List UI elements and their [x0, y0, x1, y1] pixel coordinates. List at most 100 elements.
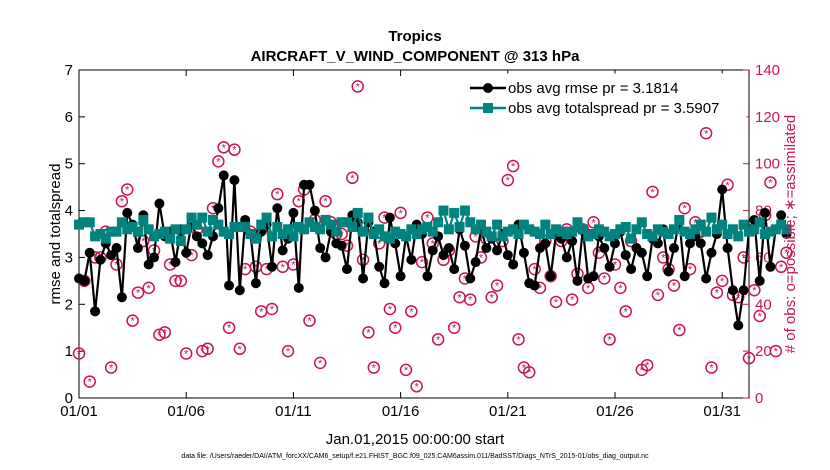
totalspread-point: [122, 224, 133, 235]
totalspread-point: [191, 219, 202, 230]
obs-possible-marker: [598, 272, 611, 285]
obs-possible-marker: [501, 173, 515, 187]
obs-possible-marker: [83, 375, 96, 388]
obs-count-point: *: [356, 253, 370, 267]
obs-possible-marker: [201, 342, 214, 356]
obs-assimilated-marker: *: [254, 262, 259, 274]
obs-assimilated-marker: *: [77, 348, 82, 360]
obs-possible-marker: [367, 361, 381, 374]
totalspread-point: [433, 217, 444, 228]
totalspread-point: [95, 229, 106, 239]
totalspread-point: [588, 229, 599, 239]
obs-assimilated-marker: *: [677, 325, 682, 337]
obs-count-point: *: [142, 281, 155, 295]
totalspread-point: [154, 229, 165, 239]
rmse-point: [395, 271, 406, 282]
obs-possible-marker: [281, 344, 295, 358]
obs-assimilated-marker: *: [709, 363, 714, 375]
data-marks: * * * * * * * * * * * * * * * * * * * * * * * * * * * * * * * * * * * * * * * *…: [72, 80, 793, 393]
totalspread-point: [175, 236, 186, 247]
obs-assimilated-marker: *: [527, 367, 532, 379]
obs-assimilated-marker: *: [613, 259, 618, 271]
rmse-point: [234, 285, 245, 296]
obs-assimilated-marker: *: [752, 285, 757, 297]
x-tick-label: 01/01: [60, 403, 98, 420]
totalspread-point: [610, 229, 620, 239]
totalspread-point: [486, 231, 497, 242]
obs-count-point: *: [126, 314, 139, 328]
obs-assimilated-marker: *: [291, 259, 296, 271]
rmse-point: [465, 273, 476, 284]
obs-count-point: *: [431, 333, 445, 346]
obs-count-point: *: [651, 288, 665, 302]
obs-count-point: *: [598, 272, 611, 286]
obs-possible-marker: [528, 262, 541, 276]
obs-assimilated-marker: *: [243, 264, 248, 276]
obs-possible-marker: [651, 288, 665, 302]
rmse-point: [760, 207, 771, 218]
rmse-point: [706, 247, 717, 258]
obs-assimilated-marker: *: [516, 334, 521, 346]
obs-count-point: *: [265, 302, 279, 316]
obs-count-point: *: [351, 80, 364, 93]
totalspread-point: [529, 226, 540, 237]
rmse-point: [266, 261, 277, 272]
obs-assimilated-marker: *: [232, 145, 237, 157]
rmse-point: [727, 285, 738, 296]
obs-count-point: *: [780, 246, 793, 260]
obs-assimilated-marker: *: [624, 306, 629, 318]
obs-possible-marker: [431, 333, 445, 346]
obs-count-point: *: [174, 274, 188, 288]
totalspread-point: [470, 224, 481, 235]
obs-possible-marker: [287, 258, 300, 271]
obs-possible-marker: [212, 155, 225, 168]
y-tick-label: 7: [65, 62, 73, 79]
totalspread-point: [331, 226, 342, 237]
rmse-point: [540, 238, 551, 249]
obs-possible-marker: [104, 361, 118, 374]
obs-assimilated-marker: *: [130, 316, 135, 328]
obs-assimilated-marker: *: [479, 252, 484, 264]
rmse-point: [663, 266, 674, 277]
rmse-point: [342, 264, 352, 275]
totalspread-point: [679, 226, 690, 237]
y-tick-label: 3: [65, 249, 73, 266]
rmse-point: [79, 275, 90, 286]
totalspread-point: [417, 224, 428, 235]
totalspread-point: [438, 205, 449, 216]
obs-possible-marker: [351, 80, 364, 93]
legend: obs avg rmse pr = 3.1814 obs avg totalsp…: [463, 73, 747, 121]
rmse-point: [122, 207, 133, 218]
obs-assimilated-marker: *: [404, 365, 409, 377]
totalspread-point: [717, 219, 728, 230]
obs-count-point: *: [640, 358, 654, 372]
totalspread-point: [508, 224, 519, 235]
obs-possible-marker: [656, 251, 670, 264]
totalspread-point: [84, 217, 95, 228]
x-axis-label: Jan.01,2015 00:00:00 start: [326, 431, 505, 448]
obs-possible-marker: [313, 356, 327, 370]
obs-possible-marker: [405, 305, 418, 318]
rmse-point: [320, 252, 331, 263]
obs-possible-marker: [565, 293, 579, 306]
obs-count-point: *: [506, 159, 520, 173]
obs-assimilated-marker: *: [398, 208, 403, 220]
rmse-point: [181, 247, 192, 258]
x-tick-label: 01/26: [596, 403, 634, 420]
rmse-point: [529, 280, 540, 291]
obs-assimilated-marker: *: [784, 248, 789, 260]
rmse-point: [449, 264, 460, 275]
rmse-point: [224, 280, 235, 291]
obs-assimilated-marker: *: [704, 128, 709, 140]
totalspread-point: [256, 219, 267, 230]
obs-assimilated-marker: *: [393, 323, 398, 335]
obs-count-point: *: [137, 234, 150, 248]
totalspread-point: [218, 226, 229, 237]
obs-possible-marker: [415, 255, 429, 269]
obs-count-point: *: [287, 258, 300, 271]
obs-count-point: *: [732, 291, 745, 304]
rmse-point: [443, 243, 454, 254]
obs-assimilated-marker: *: [275, 189, 280, 201]
obs-possible-marker: [115, 194, 129, 208]
obs-assimilated-marker: *: [468, 295, 473, 307]
